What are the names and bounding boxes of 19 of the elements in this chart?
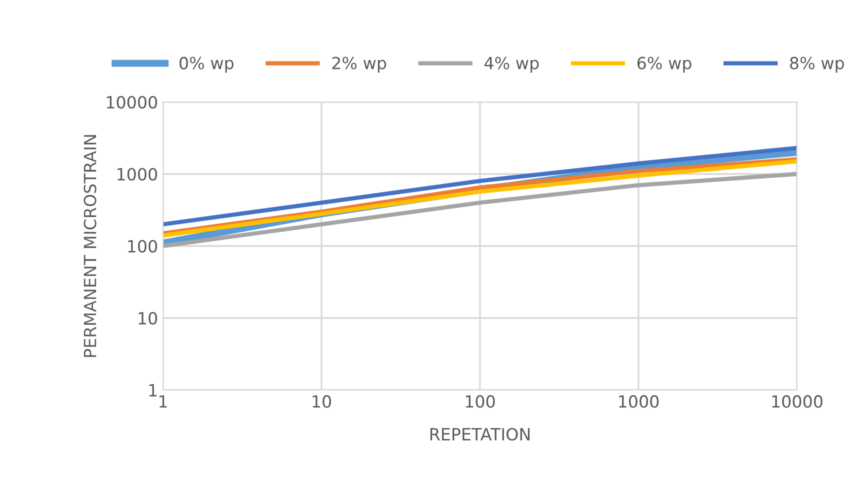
x-axis-title: REPETATION (430, 428, 530, 441)
legend-label: 2% wp (332, 56, 386, 73)
y-tick-label: 100 (128, 240, 158, 253)
legend-label: 0% wp (180, 56, 234, 73)
y-tick-label: 10000 (106, 96, 158, 109)
legend-label: 6% wp (637, 56, 692, 73)
legend-label: 4% wp (484, 56, 539, 73)
y-axis-title: PERMANENT MICROSTRAIN (84, 135, 96, 357)
x-tick-label: 100 (466, 395, 495, 408)
x-tick-label: 1 (160, 395, 167, 408)
x-tick-label: 1000 (619, 395, 659, 408)
line-series (163, 172, 797, 248)
y-tick-label: 1000 (118, 168, 158, 181)
line-series (163, 146, 797, 226)
x-tick-label: 10 (312, 395, 331, 408)
y-tick-label: 1 (149, 384, 157, 396)
legend-label: 8% wp (790, 56, 844, 73)
x-tick-label: 10000 (772, 395, 822, 408)
y-tick-label: 10 (138, 312, 158, 325)
